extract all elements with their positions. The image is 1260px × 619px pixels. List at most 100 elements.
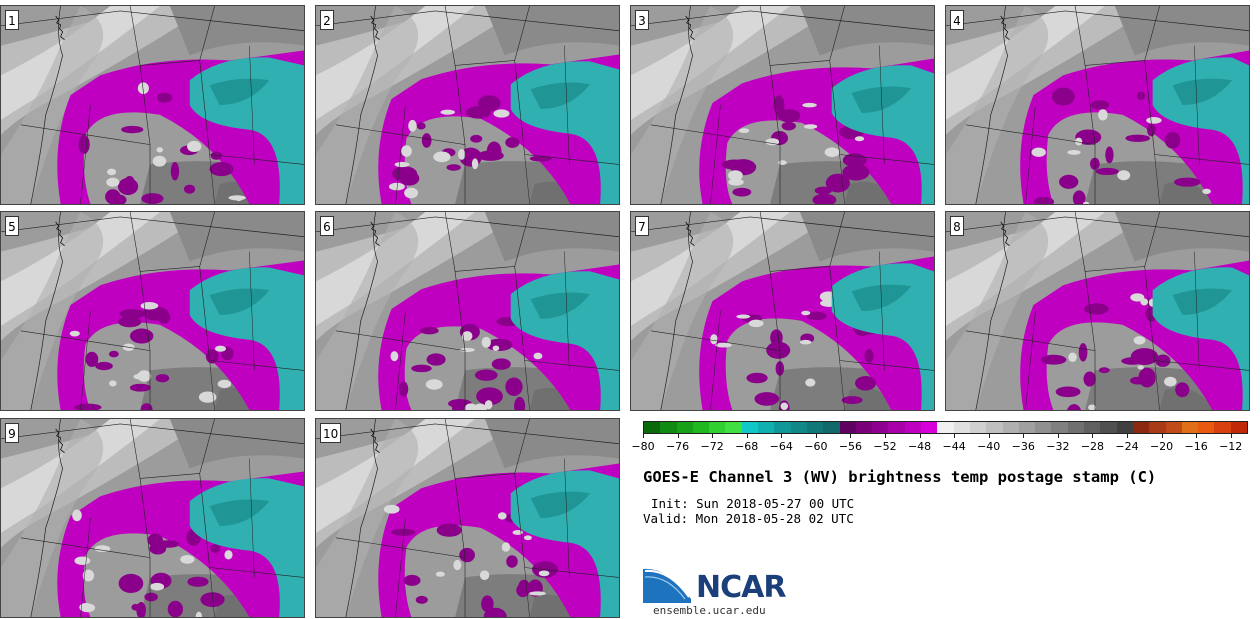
- init-time: Init: Sun 2018-05-27 00 UTC: [651, 496, 855, 511]
- ensemble-member-panel: 7: [630, 211, 935, 411]
- colorbar-tick-label: −56: [838, 440, 863, 453]
- website-url: ensemble.ucar.edu: [653, 604, 766, 617]
- colorbar-ticks: −80 −76 −72 −68 −64 −60 −56 −52 −48 −44 −40 −36 −32−…: [631, 434, 1248, 458]
- colorbar-tick: [954, 434, 956, 438]
- colorbar-swatch: [774, 422, 791, 433]
- ensemble-member-panel: 4: [945, 5, 1250, 205]
- ensemble-member-panel: 9: [0, 418, 305, 618]
- colorbar-tick-label: −32: [1046, 440, 1070, 453]
- member-number-label: 4: [950, 10, 964, 30]
- colorbar: [643, 421, 1248, 434]
- colorbar-swatch: [1051, 422, 1068, 433]
- colorbar-tick: [1023, 434, 1025, 438]
- colorbar-swatch: [872, 422, 889, 433]
- colorbar-swatch: [969, 422, 987, 433]
- member-number-label: 7: [635, 216, 649, 236]
- colorbar-tick: [988, 434, 990, 438]
- member-number-label: 10: [320, 423, 342, 443]
- colorbar-tick-label: −60: [804, 440, 828, 453]
- member-number-label: 5: [5, 216, 19, 236]
- colorbar-swatch: [1084, 422, 1101, 433]
- colorbar-swatch: [1018, 422, 1036, 433]
- colorbar-tick-label: −80: [631, 440, 655, 453]
- colorbar-swatch: [904, 422, 922, 433]
- colorbar-tick: [746, 434, 748, 438]
- colorbar-swatch: [1002, 422, 1019, 433]
- colorbar-tick: [885, 434, 886, 438]
- colorbar-tick-label: −72: [700, 440, 724, 453]
- water-vapor-map: [631, 212, 934, 410]
- colorbar-swatch: [823, 422, 840, 433]
- water-vapor-map: [316, 212, 619, 410]
- water-vapor-map: [1, 419, 304, 617]
- ensemble-member-panel: 3: [630, 5, 935, 205]
- colorbar-swatch: [1149, 422, 1166, 433]
- colorbar-tick: [677, 434, 679, 438]
- ensemble-member-panel: 2: [315, 5, 620, 205]
- ncar-logo-icon: [643, 568, 691, 603]
- colorbar-tick-label: −16: [1184, 440, 1208, 453]
- colorbar-tick: [712, 434, 714, 438]
- colorbar-swatch: [1067, 422, 1085, 433]
- colorbar-swatch: [644, 422, 661, 433]
- colorbar-swatch: [1116, 422, 1133, 433]
- colorbar-swatch: [953, 422, 970, 433]
- colorbar-tick: [1161, 434, 1163, 438]
- water-vapor-map: [1, 6, 304, 204]
- member-number-label: 9: [5, 423, 19, 443]
- colorbar-tick-label: −48: [907, 440, 932, 453]
- ensemble-member-panel: 10: [315, 418, 620, 618]
- colorbar-swatch: [937, 422, 954, 433]
- water-vapor-map: [631, 6, 934, 204]
- colorbar-swatch: [676, 422, 693, 433]
- member-number-label: 2: [320, 10, 334, 30]
- colorbar-swatch: [839, 422, 856, 433]
- colorbar-swatch: [888, 422, 905, 433]
- colorbar-tick-label: −28: [1080, 440, 1105, 453]
- colorbar-swatch: [806, 422, 824, 433]
- water-vapor-map: [946, 212, 1249, 410]
- colorbar-tick: [1196, 434, 1198, 438]
- colorbar-swatch: [1132, 422, 1150, 433]
- colorbar-tick: [1127, 434, 1128, 438]
- colorbar-swatch: [725, 422, 742, 433]
- colorbar-tick-label: −24: [1115, 440, 1139, 453]
- colorbar-tick-label: −64: [769, 440, 793, 453]
- colorbar-tick-label: −20: [1149, 440, 1174, 453]
- colorbar-swatch: [758, 422, 775, 433]
- colorbar-tick: [1230, 434, 1232, 438]
- member-number-label: 3: [635, 10, 649, 30]
- member-number-label: 8: [950, 216, 964, 236]
- colorbar-swatch: [1181, 422, 1199, 433]
- ensemble-member-panel: 6: [315, 211, 620, 411]
- colorbar-swatch: [790, 422, 807, 433]
- colorbar-tick: [643, 434, 644, 438]
- colorbar-tick-label: −52: [873, 440, 897, 453]
- colorbar-tick-label: −68: [735, 440, 759, 453]
- colorbar-swatch: [1100, 422, 1117, 433]
- colorbar-tick: [1092, 434, 1094, 438]
- colorbar-tick-label: −44: [942, 440, 966, 453]
- ensemble-member-panel: 8: [945, 211, 1250, 411]
- colorbar-tick-label: −76: [665, 440, 690, 453]
- figure-title: GOES-E Channel 3 (WV) brightness temp po…: [643, 468, 1157, 486]
- colorbar-swatch: [1035, 422, 1052, 433]
- colorbar-swatch: [1165, 422, 1182, 433]
- water-vapor-map: [1, 212, 304, 410]
- colorbar-swatch: [709, 422, 726, 433]
- colorbar-swatch: [1230, 422, 1247, 433]
- colorbar-swatch: [921, 422, 938, 433]
- colorbar-swatch: [741, 422, 759, 433]
- ncar-logo-text: NCAR: [696, 570, 786, 605]
- colorbar-swatch: [986, 422, 1003, 433]
- colorbar-swatch: [855, 422, 873, 433]
- colorbar-tick: [919, 434, 921, 438]
- colorbar-swatch: [660, 422, 677, 433]
- member-number-label: 6: [320, 216, 334, 236]
- water-vapor-map: [316, 6, 619, 204]
- valid-time: Valid: Mon 2018-05-28 02 UTC: [643, 511, 854, 526]
- ensemble-member-panel: 1: [0, 5, 305, 205]
- colorbar-swatch: [1198, 422, 1215, 433]
- water-vapor-map: [946, 6, 1249, 204]
- colorbar-tick-label: −40: [977, 440, 1001, 453]
